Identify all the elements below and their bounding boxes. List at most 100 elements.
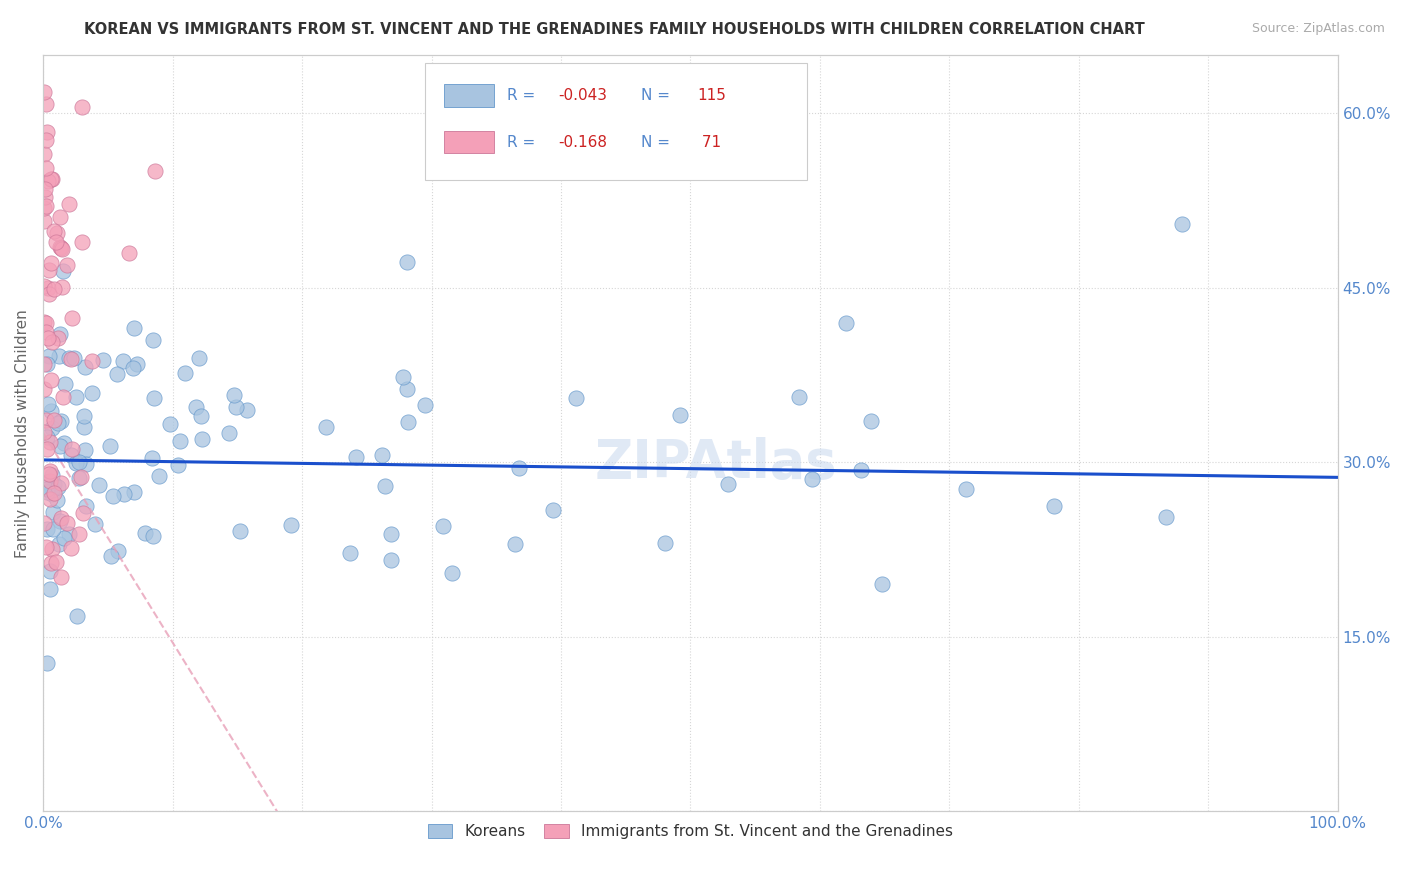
Point: [191, 432, 214, 446]
Point: [51, 475, 73, 490]
Point: [58, 351, 80, 365]
Point: [42, 224, 65, 238]
Point: [48, 330, 70, 344]
Point: [225, 401, 247, 415]
Point: [80, 354, 103, 368]
Point: [37, 280, 59, 294]
Point: [51, 570, 73, 584]
Point: [432, 519, 454, 533]
Text: N =: N =: [641, 135, 675, 150]
Point: [91, 352, 114, 367]
Point: [35, 656, 58, 670]
Point: [34, 201, 56, 215]
Point: [1042, 500, 1064, 514]
Point: [112, 486, 135, 500]
Point: [39, 475, 62, 489]
Point: [56, 516, 79, 530]
Point: [48, 536, 70, 550]
Point: [224, 387, 246, 401]
Point: [190, 409, 212, 423]
Point: [35, 133, 58, 147]
Point: [787, 390, 810, 404]
Point: [49, 326, 72, 341]
Point: [503, 536, 526, 550]
Point: [39, 171, 62, 186]
Point: [58, 197, 80, 211]
Point: [396, 415, 419, 429]
Point: [374, 479, 396, 493]
Point: [34, 326, 56, 340]
Point: [339, 546, 361, 560]
Point: [35, 316, 58, 330]
Y-axis label: Family Households with Children: Family Households with Children: [15, 309, 30, 558]
Point: [46, 416, 69, 430]
FancyBboxPatch shape: [444, 131, 494, 153]
Point: [34, 213, 56, 227]
Point: [42, 522, 65, 536]
Point: [39, 373, 62, 387]
Point: [380, 553, 402, 567]
Point: [67, 471, 90, 485]
Point: [39, 434, 62, 449]
Point: [35, 442, 58, 456]
Point: [67, 455, 90, 469]
Point: [59, 351, 82, 366]
Point: [51, 242, 73, 256]
Point: [45, 556, 67, 570]
Point: [48, 350, 70, 364]
Point: [100, 549, 122, 563]
Point: [72, 506, 94, 520]
Point: [49, 211, 72, 225]
Text: Source: ZipAtlas.com: Source: ZipAtlas.com: [1251, 22, 1385, 36]
Point: [39, 556, 62, 570]
Point: [38, 263, 60, 277]
Point: [143, 391, 166, 405]
Point: [55, 376, 77, 391]
Point: [42, 477, 65, 491]
Point: [37, 174, 59, 188]
Text: -0.043: -0.043: [558, 87, 607, 103]
Point: [121, 361, 143, 376]
Point: [48, 439, 70, 453]
Point: [344, 450, 367, 464]
Point: [34, 278, 56, 293]
Point: [75, 458, 97, 472]
Point: [218, 426, 240, 441]
Point: [34, 147, 56, 161]
Point: [42, 486, 65, 500]
Point: [148, 469, 170, 483]
Point: [236, 403, 259, 417]
Point: [53, 436, 76, 450]
Point: [717, 477, 740, 491]
Point: [38, 349, 60, 363]
Point: [184, 400, 207, 414]
Point: [48, 514, 70, 528]
Point: [46, 480, 69, 494]
Point: [75, 500, 97, 514]
Point: [159, 417, 181, 431]
Point: [34, 516, 56, 531]
Point: [142, 333, 165, 347]
Text: ZIPAtlas: ZIPAtlas: [595, 437, 838, 490]
Point: [396, 255, 419, 269]
Point: [654, 536, 676, 550]
Point: [669, 408, 692, 422]
Text: R =: R =: [506, 87, 540, 103]
Point: [35, 522, 58, 536]
Point: [39, 404, 62, 418]
Point: [38, 492, 60, 507]
Point: [70, 235, 93, 249]
Point: [73, 409, 96, 423]
Point: [37, 330, 59, 344]
Point: [1154, 509, 1177, 524]
Point: [124, 484, 146, 499]
Point: [52, 390, 75, 404]
Point: [52, 263, 75, 277]
Point: [60, 442, 83, 456]
Point: [35, 475, 58, 489]
Point: [42, 282, 65, 296]
Point: [955, 482, 977, 496]
Point: [56, 258, 79, 272]
Point: [41, 256, 63, 270]
Point: [38, 467, 60, 482]
